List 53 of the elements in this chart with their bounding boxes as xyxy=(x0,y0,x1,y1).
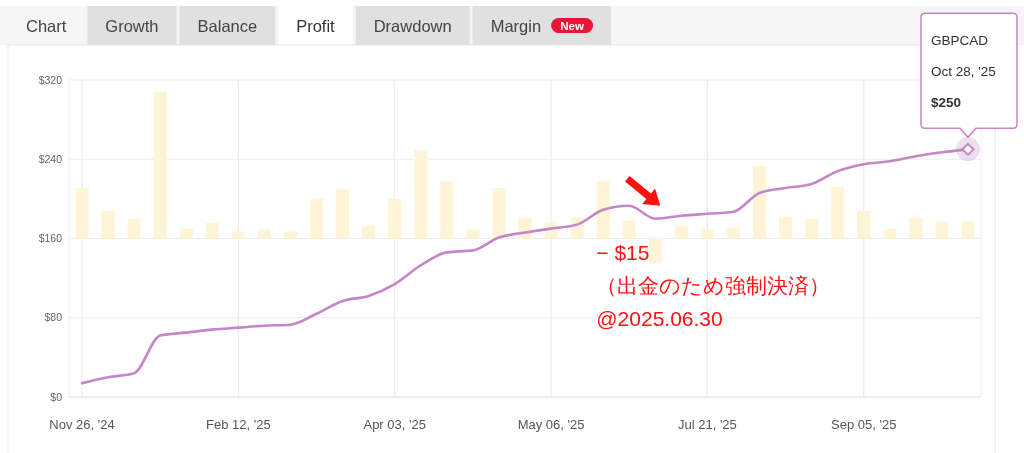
y-tick-label: $0 xyxy=(50,390,63,403)
bar xyxy=(75,187,89,239)
bar xyxy=(205,222,219,239)
bar xyxy=(726,227,740,239)
y-tick-label: $320 xyxy=(38,73,63,86)
annotation: GBPCAD Oct 28, '25 $250 xyxy=(920,12,1018,162)
bar xyxy=(153,91,167,239)
x-tick-label: Jul 21, '25 xyxy=(677,417,737,432)
x-tick-label: Feb 12, '25 xyxy=(206,417,271,432)
bar xyxy=(831,186,845,239)
bar xyxy=(179,228,193,239)
bar xyxy=(362,225,376,239)
y-tick-label: $160 xyxy=(38,232,63,244)
bar xyxy=(466,229,480,239)
tab: Profit xyxy=(278,6,353,45)
bar xyxy=(779,216,793,239)
x-tick-label: Apr 03, '25 xyxy=(363,417,426,432)
bar xyxy=(257,229,271,239)
bar xyxy=(674,225,688,239)
annotation: GBPCAD Oct 28, '25 $250 xyxy=(930,33,996,111)
bar xyxy=(883,228,897,239)
bar xyxy=(857,210,871,239)
bar xyxy=(310,198,324,239)
annotation: − $15 （出金のため強制決済） @2025.06.30 xyxy=(596,240,831,330)
bar xyxy=(336,188,350,239)
y-tick-label: $80 xyxy=(44,311,63,324)
bar xyxy=(805,218,819,239)
bar xyxy=(231,231,245,239)
y-tick-label: $240 xyxy=(38,152,63,165)
bar xyxy=(648,238,662,264)
bar xyxy=(283,231,297,239)
tab: Growth xyxy=(87,6,177,45)
annotation: − $15 （出金のため強制決済） @2025.06.30 xyxy=(596,175,831,330)
bar xyxy=(492,187,506,239)
bar xyxy=(596,181,610,239)
x-tick-label: Sep 05, '25 xyxy=(831,417,897,432)
tab-label: Chart xyxy=(26,17,67,35)
bar xyxy=(700,229,714,239)
bar xyxy=(101,210,115,239)
x-tick-label: Nov 26, '24 xyxy=(49,417,115,432)
tab: Drawdown xyxy=(355,6,470,45)
bar xyxy=(414,150,428,239)
bar xyxy=(753,166,767,239)
x-tick-label: May 06, '25 xyxy=(517,417,585,432)
tab: Margin New xyxy=(472,6,612,45)
bar xyxy=(127,218,141,239)
bar xyxy=(961,221,975,239)
bar xyxy=(909,217,923,239)
bar xyxy=(440,181,454,239)
tab: Balance xyxy=(179,6,276,45)
bar xyxy=(935,221,949,239)
bar xyxy=(388,198,402,239)
bar xyxy=(622,220,636,239)
